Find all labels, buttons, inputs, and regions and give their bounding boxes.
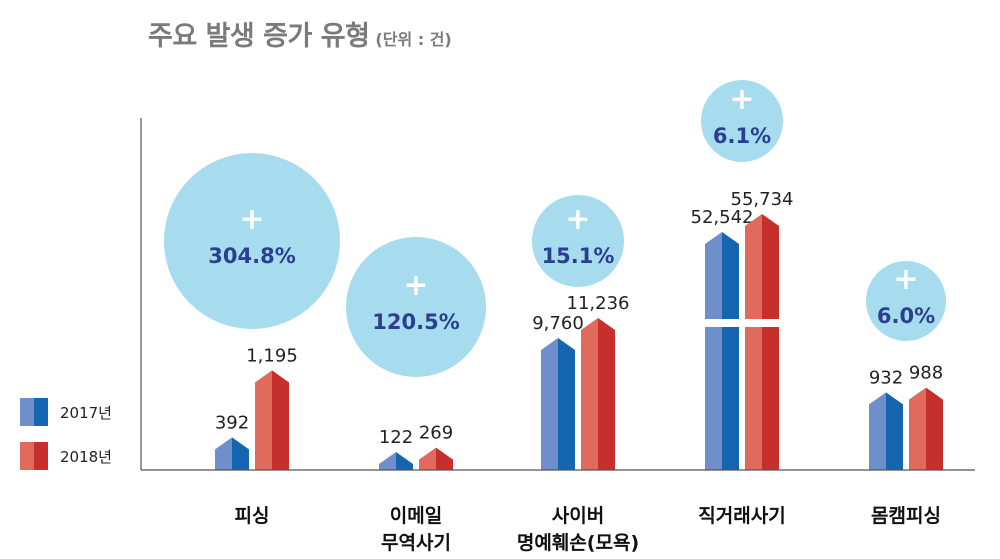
- bar-2017-dark-face: [396, 452, 413, 470]
- category-label: 직거래사기: [698, 505, 785, 527]
- bar-2017-dark-face: [722, 232, 739, 470]
- bar-2018-light-face: [255, 370, 272, 470]
- bar-2017-light-face: [869, 392, 886, 470]
- increase-bubble: [532, 195, 624, 287]
- data-label: 392: [215, 412, 249, 433]
- bar-2018-dark-face: [926, 387, 943, 470]
- bar-2018: [419, 447, 453, 470]
- bubble-plus-sign: +: [893, 262, 918, 297]
- bar-2017-light-face: [541, 337, 558, 470]
- bar-2018-light-face: [909, 387, 926, 470]
- bar-2018-dark-face: [272, 370, 289, 470]
- bar-2018-dark-face: [436, 447, 453, 470]
- data-label: 9,760: [532, 313, 584, 334]
- data-label: 122: [379, 427, 413, 448]
- bar-2017: [705, 232, 739, 470]
- bubble-increase-label: 304.8%: [208, 244, 295, 268]
- bar-2017: [869, 392, 903, 470]
- legend-swatch-2018: [20, 442, 48, 470]
- data-label: 988: [909, 363, 943, 384]
- legend-swatch-2017-dark: [34, 398, 48, 426]
- bar-2018-light-face: [745, 214, 762, 470]
- data-label: 932: [869, 367, 903, 388]
- category-label: 이메일: [390, 505, 442, 527]
- category-label: 명예훼손(모욕): [517, 532, 639, 554]
- category-label: 몸캠피싱: [871, 505, 941, 527]
- bar-2017-light-face: [705, 232, 722, 470]
- bubble-increase-label: 6.1%: [713, 124, 771, 148]
- bar-2017: [379, 452, 413, 470]
- bar-2018: [581, 318, 615, 470]
- data-label: 11,236: [567, 293, 630, 314]
- bubble-plus-sign: +: [239, 202, 264, 237]
- data-label: 269: [419, 423, 453, 444]
- bubble-increase-label: 120.5%: [372, 310, 459, 334]
- bar-2018: [909, 387, 943, 470]
- increase-bubble: [164, 153, 340, 329]
- increase-bubble: [346, 237, 486, 377]
- bar-2017-dark-face: [886, 392, 903, 470]
- increase-bubble: [866, 261, 946, 341]
- chart-title-wrap: 주요 발생 증가 유형 (단위 : 건): [148, 14, 452, 53]
- legend-swatch-2017-light: [20, 398, 34, 426]
- legend-swatch-2017: [20, 398, 48, 426]
- bubble-plus-sign: +: [403, 268, 428, 303]
- legend-swatch-2018-dark: [34, 442, 48, 470]
- data-label: 55,734: [731, 189, 794, 210]
- bar-2017-light-face: [215, 437, 232, 470]
- category-label: 피싱: [235, 505, 270, 527]
- bar-2017: [541, 337, 575, 470]
- bubble-increase-label: 15.1%: [542, 244, 615, 268]
- bar-2018: [745, 214, 779, 470]
- bar-2017-light-face: [379, 452, 396, 470]
- bar-2018-light-face: [581, 318, 598, 470]
- bar-2018-light-face: [419, 447, 436, 470]
- chart-unit: (단위 : 건): [375, 30, 452, 49]
- legend-swatch-2018-light: [20, 442, 34, 470]
- category-label: 무역사기: [381, 532, 451, 554]
- bar-2018-dark-face: [762, 214, 779, 470]
- bar-2017: [215, 437, 249, 470]
- axis-break-mark: [701, 319, 783, 327]
- bubble-increase-label: 6.0%: [877, 304, 935, 328]
- data-label: 52,542: [691, 207, 754, 228]
- bar-2017-dark-face: [558, 337, 575, 470]
- bar-2017-dark-face: [232, 437, 249, 470]
- bar-2018: [255, 370, 289, 470]
- legend-label-2017: 2017년: [60, 404, 112, 422]
- bubble-plus-sign: +: [729, 82, 754, 117]
- category-label: 사이버: [552, 505, 604, 527]
- bubble-plus-sign: +: [565, 202, 590, 237]
- data-label: 1,195: [246, 345, 298, 366]
- increase-bubble: [701, 80, 783, 162]
- chart-title: 주요 발생 증가 유형: [148, 21, 370, 52]
- legend-label-2018: 2018년: [60, 448, 112, 466]
- bar-2018-dark-face: [598, 318, 615, 470]
